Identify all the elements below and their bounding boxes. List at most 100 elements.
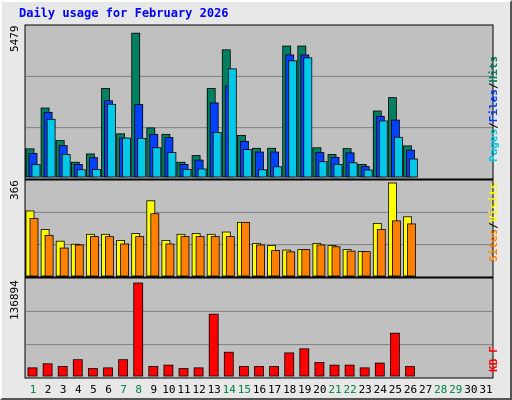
- bar-kbytes-day-8: [133, 282, 144, 377]
- bar-kbytes-day-12-body: [193, 367, 204, 377]
- bar-kbytes-day-13-body: [208, 313, 219, 377]
- bar-kbytes-day-22-body: [344, 364, 355, 377]
- bar-kbytes-day-14: [223, 351, 234, 377]
- bar-pages-day-11: [182, 169, 192, 178]
- bar-pages-day-23: [363, 169, 373, 178]
- bar-pages-day-7: [122, 137, 131, 178]
- panel-kbytes-gridlines: [26, 310, 492, 346]
- bar-kbytes-day-24: [374, 362, 385, 377]
- bar-pages-day-13: [212, 132, 222, 178]
- bar-sites-day-10-body: [165, 243, 175, 277]
- x-tick-day-14: 14: [223, 383, 237, 396]
- bar-pages-day-8: [137, 137, 147, 178]
- bar-sites-day-25-body: [391, 220, 401, 277]
- x-tick-day-27: 27: [419, 383, 432, 396]
- bar-sites-day-14: [225, 236, 235, 277]
- bar-pages-day-26: [409, 158, 418, 178]
- bar-sites-day-26-body: [407, 223, 416, 277]
- x-tick-day-5: 5: [90, 383, 97, 396]
- bar-pages-day-10: [167, 152, 177, 178]
- legend-separator: /: [487, 122, 500, 129]
- bar-sites-day-21-body: [331, 246, 341, 277]
- bar-pages-day-8-body: [137, 137, 147, 178]
- panel-kbytes-ymax-label: 136894: [8, 280, 21, 320]
- bar-sites-day-16-body: [256, 244, 265, 277]
- bar-pages-day-24: [378, 120, 388, 178]
- bar-sites-day-19-body: [301, 249, 311, 277]
- x-tick-day-3: 3: [60, 383, 67, 396]
- x-tick-day-7: 7: [120, 383, 127, 396]
- bar-kbytes-day-16-body: [254, 366, 264, 377]
- bar-kbytes-day-18: [284, 352, 295, 377]
- legend-kb: KB: [487, 358, 500, 372]
- bar-sites-day-2-body: [44, 234, 54, 277]
- panel-visits-bars: [25, 182, 416, 277]
- x-tick-day-6: 6: [105, 383, 112, 396]
- x-tick-day-20: 20: [313, 383, 326, 396]
- bar-pages-day-12-body: [197, 168, 207, 178]
- bar-sites-day-3: [59, 247, 69, 277]
- panel-visits-ymax-label: 366: [8, 180, 21, 200]
- bar-kbytes-day-23-body: [359, 367, 370, 377]
- x-tick-day-12: 12: [192, 383, 205, 396]
- legend-visits: Visits: [487, 183, 500, 223]
- bar-pages-day-23-body: [363, 169, 373, 178]
- bar-sites-day-7-body: [120, 243, 129, 277]
- bar-kbytes-day-23: [359, 367, 370, 377]
- bar-pages-day-9: [152, 147, 162, 178]
- bar-pages-day-24-body: [378, 120, 388, 178]
- bar-kbytes-day-1-body: [27, 367, 38, 377]
- panel-visits: 366 Sites/Visits: [8, 179, 500, 278]
- bar-kbytes-day-24-body: [374, 362, 385, 377]
- bar-pages-day-20: [318, 161, 328, 178]
- bar-sites-day-24-body: [376, 229, 386, 277]
- bar-sites-day-20: [316, 244, 326, 277]
- bar-kbytes-day-25: [389, 332, 400, 377]
- bar-pages-day-2: [46, 118, 56, 178]
- bar-pages-day-20-body: [318, 161, 328, 178]
- bar-pages-day-19-body: [303, 57, 313, 178]
- bar-pages-day-4: [76, 169, 86, 178]
- bar-pages-day-5: [92, 169, 101, 178]
- bar-sites-day-8: [135, 236, 145, 277]
- bar-pages-day-12: [197, 168, 207, 178]
- bar-pages-day-10-body: [167, 152, 177, 178]
- chart-title: Daily usage for February 2026: [19, 6, 229, 20]
- bar-kbytes-day-2: [42, 363, 53, 377]
- bar-sites-day-18: [286, 251, 296, 277]
- bar-kbytes-day-16: [254, 366, 264, 377]
- bar-pages-day-18-body: [288, 60, 298, 178]
- x-tick-day-9: 9: [150, 383, 157, 396]
- bar-kbytes-day-10: [163, 364, 174, 377]
- bar-sites-day-8-body: [135, 236, 145, 277]
- bar-sites-day-14-body: [225, 236, 235, 277]
- bar-kbytes-day-6: [103, 367, 113, 377]
- bar-kbytes-day-15: [238, 366, 249, 377]
- panel-kbytes-bars: [27, 282, 415, 377]
- bar-sites-day-5-body: [90, 236, 99, 277]
- x-tick-day-13: 13: [208, 383, 221, 396]
- panel-kbytes-legend: KB F: [487, 346, 500, 372]
- bar-sites-day-1: [29, 218, 39, 277]
- bar-kbytes-day-12: [193, 367, 204, 377]
- bar-kbytes-day-3: [57, 366, 68, 377]
- x-tick-day-24: 24: [374, 383, 388, 396]
- bar-kbytes-day-4: [72, 359, 83, 377]
- bar-kbytes-day-9-body: [148, 366, 159, 377]
- bar-sites-day-4-body: [74, 244, 84, 277]
- bar-sites-day-15-body: [240, 221, 250, 277]
- bar-sites-day-3-body: [59, 247, 69, 277]
- panel-visits-legend: Sites/Visits: [487, 183, 500, 263]
- bar-pages-day-21: [333, 163, 343, 178]
- bar-pages-day-22: [348, 162, 358, 178]
- bar-pages-day-6: [107, 103, 116, 178]
- bar-sites-day-21: [331, 246, 341, 277]
- bar-pages-day-14: [227, 68, 237, 178]
- bar-sites-day-18-body: [286, 251, 296, 277]
- bar-sites-day-22: [346, 250, 356, 277]
- x-tick-day-30: 30: [464, 383, 477, 396]
- bar-kbytes-day-10-body: [163, 364, 174, 377]
- bar-sites-day-25: [391, 220, 401, 277]
- panel-kbytes: 136894 KB F: [8, 277, 500, 379]
